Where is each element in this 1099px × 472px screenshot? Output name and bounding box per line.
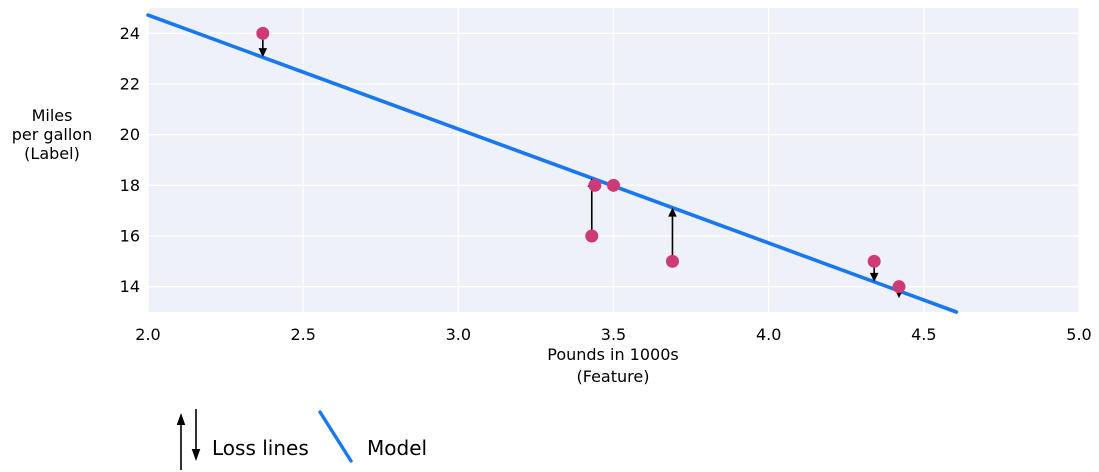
legend-model-line-icon <box>318 410 353 463</box>
x-axis-label-line2: (Feature) <box>577 367 650 386</box>
x-tick-label: 3.0 <box>446 325 471 344</box>
x-axis-label-line1: Pounds in 1000s <box>547 345 678 364</box>
data-point <box>256 26 270 40</box>
legend-model-label: Model <box>367 436 427 460</box>
y-tick-label: 18 <box>120 176 140 195</box>
y-axis-label: Miles per gallon (Label) <box>12 106 92 163</box>
x-tick-label: 5.0 <box>1066 325 1091 344</box>
y-tick-label: 22 <box>120 75 140 94</box>
y-tick-label: 16 <box>120 227 140 246</box>
data-point <box>892 280 906 294</box>
loss-arrow-head <box>869 272 879 282</box>
data-point <box>588 178 602 192</box>
x-tick-label: 2.0 <box>135 325 160 344</box>
legend-loss-label: Loss lines <box>212 436 309 460</box>
y-axis-label-line1: Miles <box>32 106 73 125</box>
y-tick-labels: 24 22 20 18 16 14 <box>120 24 140 296</box>
data-points <box>256 26 906 294</box>
y-tick-label: 14 <box>120 277 140 296</box>
loss-arrow-head <box>258 48 268 58</box>
data-point <box>665 254 679 268</box>
data-point <box>867 254 881 268</box>
loss-arrow-head <box>668 207 677 217</box>
model-line-group <box>146 13 959 314</box>
x-tick-label: 4.0 <box>756 325 781 344</box>
y-tick-label: 24 <box>120 24 140 43</box>
x-tick-label: 3.5 <box>601 325 626 344</box>
legend: Loss lines Model <box>176 409 427 470</box>
data-point <box>585 229 599 243</box>
loss-up-arrow-icon <box>176 413 186 470</box>
data-point <box>607 178 620 192</box>
y-axis-label-line3: (Label) <box>24 144 80 163</box>
model-line <box>146 13 959 314</box>
x-tick-labels: 2.0 2.5 3.0 3.5 4.0 4.5 5.0 <box>135 325 1091 344</box>
y-tick-label: 20 <box>120 125 140 144</box>
loss-down-arrow-icon <box>191 409 201 461</box>
x-tick-label: 2.5 <box>290 325 315 344</box>
x-tick-label: 4.5 <box>911 325 936 344</box>
x-axis-label: Pounds in 1000s (Feature) <box>547 345 678 386</box>
y-axis-label-line2: per gallon <box>12 125 92 144</box>
